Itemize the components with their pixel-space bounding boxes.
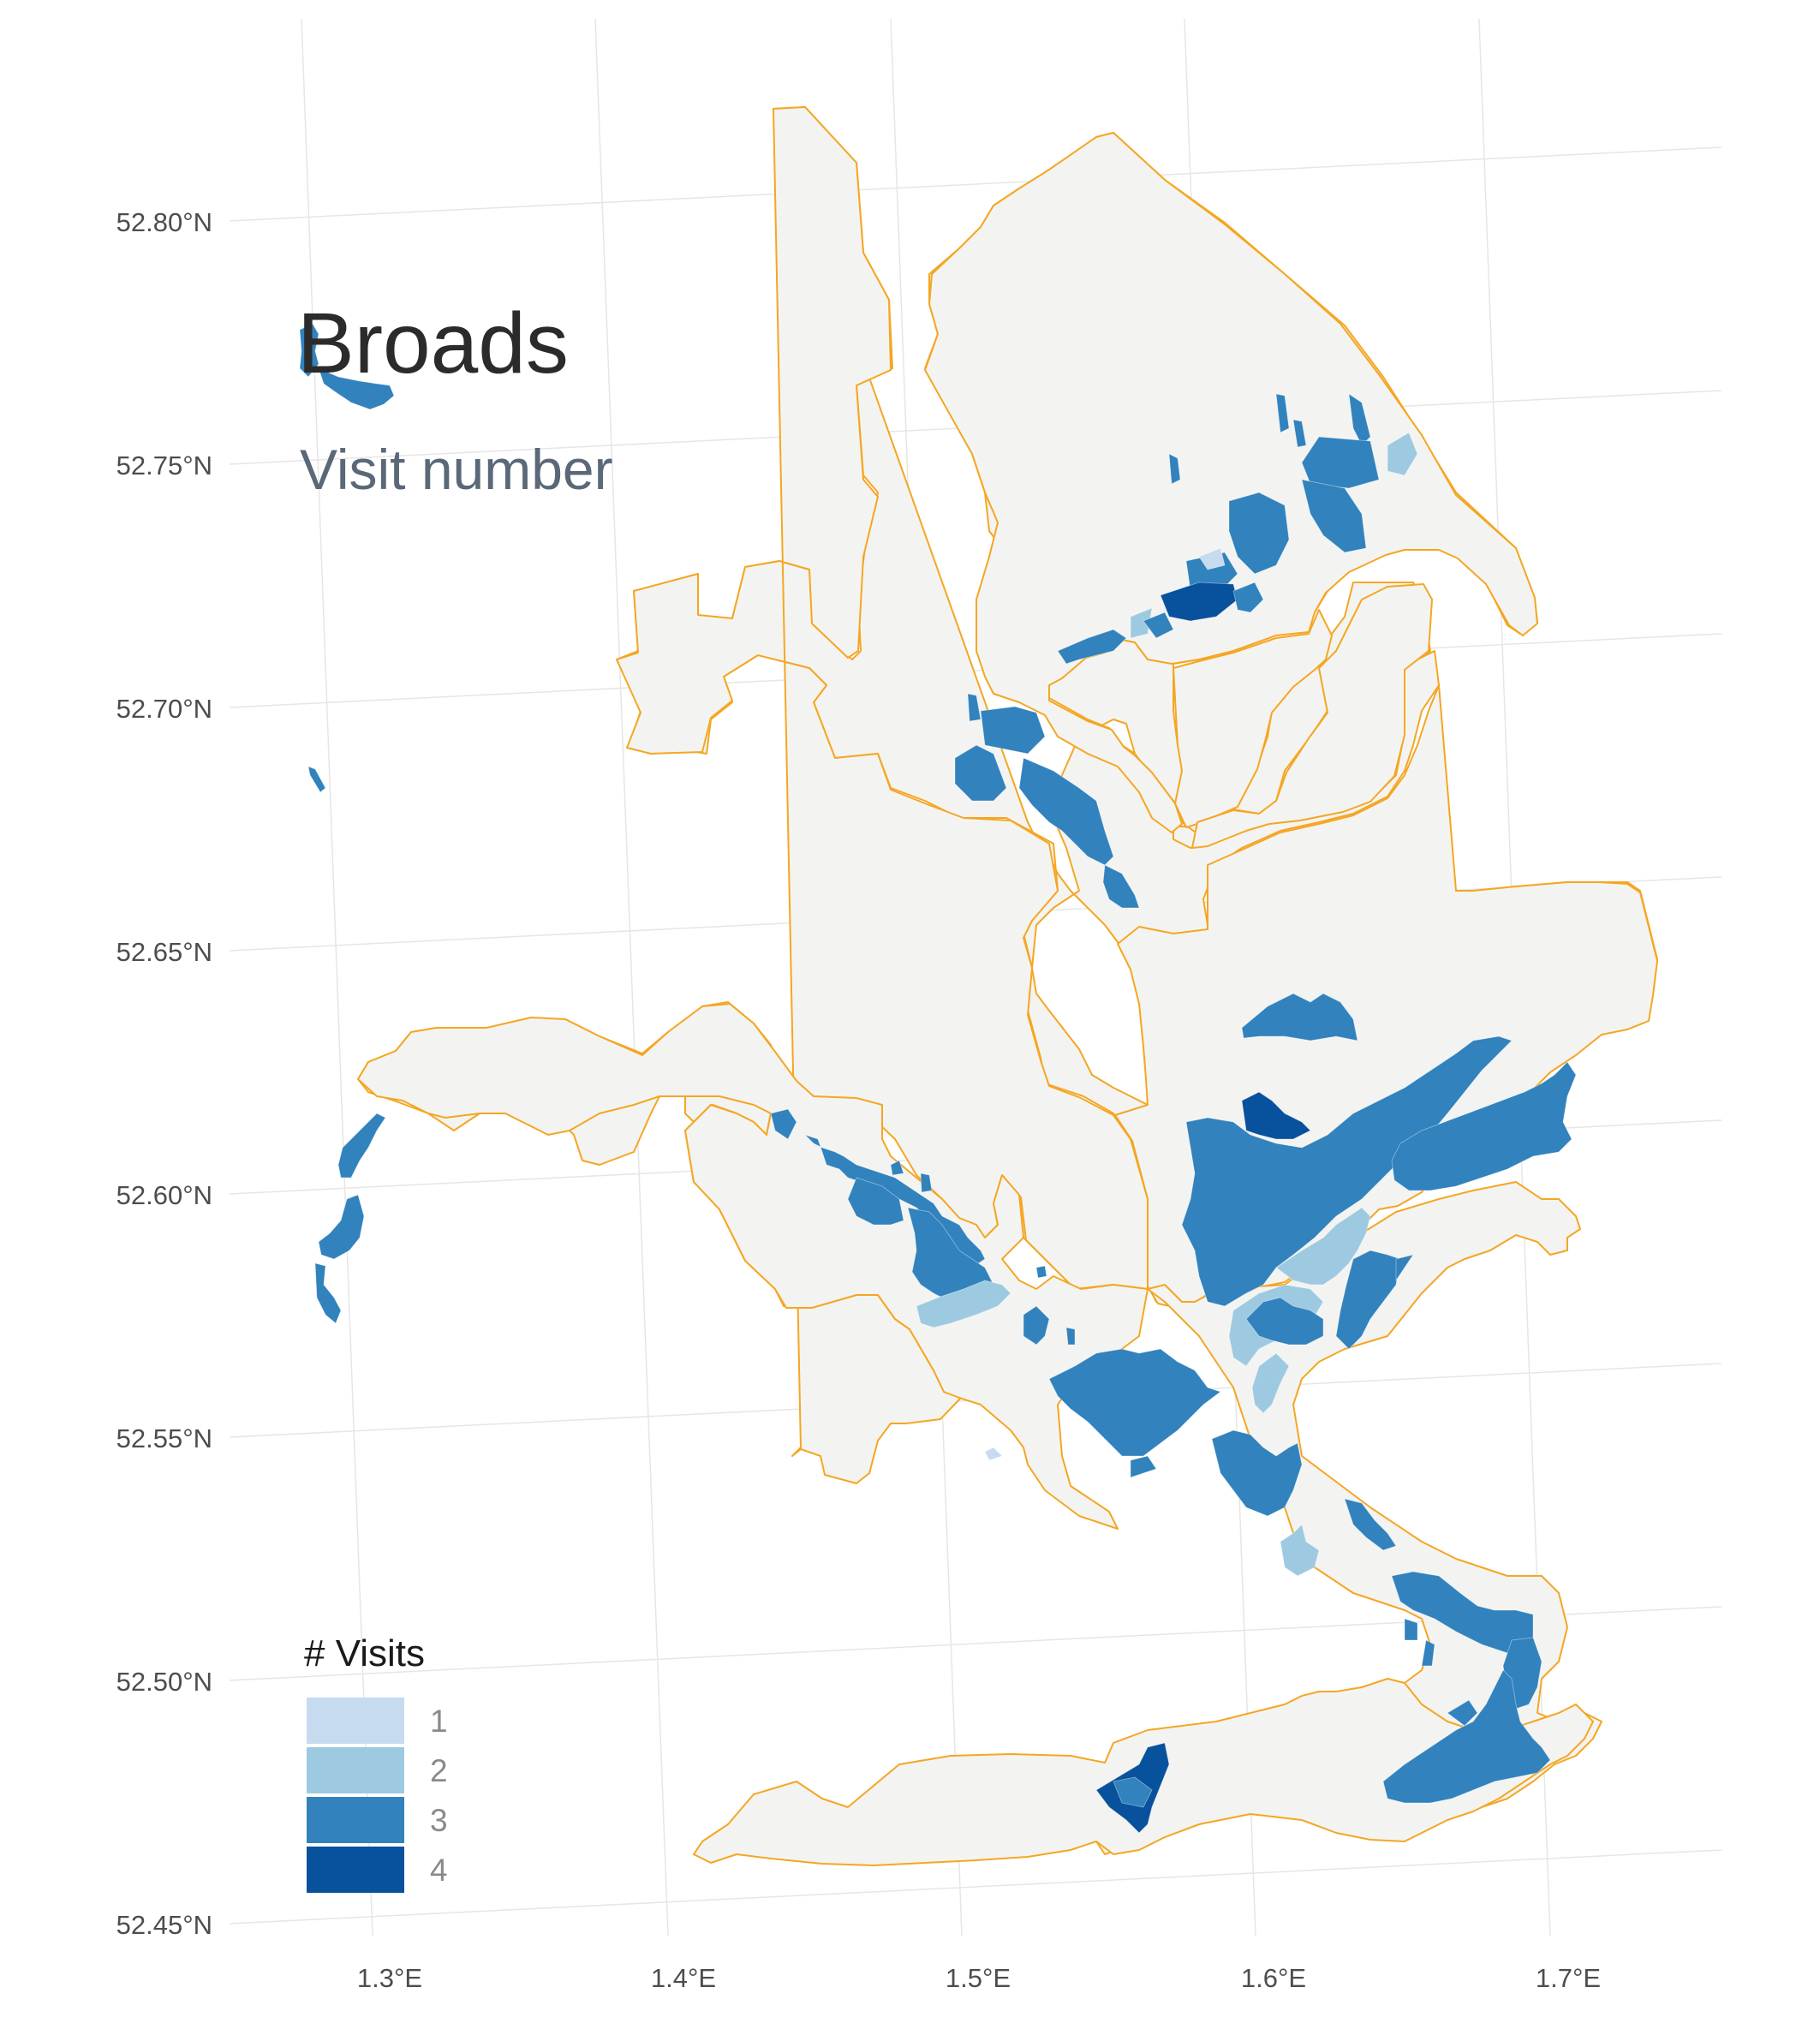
- parcel-visits-3: [1018, 757, 1114, 866]
- parcel-visits-4: [1160, 582, 1238, 622]
- east-lobe: [1173, 609, 1333, 828]
- parcel-visits-3: [954, 744, 1007, 802]
- parcel-visits-3: [1404, 1618, 1418, 1641]
- parcel-visits-3: [1211, 1429, 1303, 1517]
- parcel-visits-3: [1275, 393, 1290, 433]
- x-tick-label: 1.7°E: [1536, 1963, 1601, 1993]
- parcel-visits-3: [318, 367, 395, 410]
- parcel-visits-2: [1387, 432, 1418, 476]
- parcel-visits-3: [307, 766, 326, 793]
- parcel-visits-3: [980, 706, 1046, 755]
- legend-swatch-1: [307, 1698, 404, 1744]
- parcel-visits-3: [770, 1108, 797, 1140]
- parcel-visits-3: [337, 1113, 386, 1179]
- y-tick-label: 52.55°N: [116, 1423, 212, 1453]
- map-title: Broads: [297, 295, 569, 391]
- parcel-visits-3: [1391, 1061, 1577, 1191]
- parcel-visits-3: [1228, 492, 1290, 575]
- legend-label-3: 3: [430, 1803, 448, 1838]
- parcel-visits-3: [1048, 1348, 1221, 1457]
- parcel-visits-3: [1102, 864, 1140, 909]
- parcel-visits-3: [967, 693, 982, 722]
- map-subtitle: Visit number: [300, 438, 613, 501]
- parcel-visits-3: [314, 1262, 342, 1324]
- parallel-52-80: [229, 146, 1722, 222]
- parcel-visits-3: [1168, 453, 1181, 485]
- parcel-visits-3: [1241, 993, 1358, 1041]
- parcel-visits-3: [1130, 1455, 1157, 1478]
- parcel-visits-3: [1113, 1776, 1153, 1808]
- legend-label-4: 4: [430, 1853, 448, 1888]
- parcel-visits-2: [916, 1280, 1011, 1328]
- parcel-visits-3: [1065, 1327, 1076, 1346]
- parcel-visits-3: [1057, 629, 1127, 665]
- y-tick-label: 52.50°N: [116, 1667, 212, 1697]
- parcel-visits-1: [1198, 547, 1226, 570]
- legend-label-2: 2: [430, 1753, 448, 1788]
- legend-label-1: 1: [430, 1704, 448, 1739]
- x-tick-label: 1.3°E: [357, 1963, 422, 1993]
- parcel-visits-3: [1232, 582, 1264, 613]
- parcel-visits-3: [1344, 1498, 1397, 1551]
- y-tick-label: 52.80°N: [116, 207, 212, 237]
- parcel-visits-3: [1292, 419, 1307, 448]
- west-river-lobe: [357, 1003, 1149, 1530]
- visit-parcels: [299, 323, 1577, 1834]
- legend: # Visits 1 2 3 4: [304, 1632, 448, 1893]
- meridian-1-4: [594, 18, 669, 1936]
- legend-swatch-2: [307, 1747, 404, 1793]
- parcel-visits-3: [1143, 612, 1174, 639]
- parcel-visits-3: [1023, 1305, 1050, 1346]
- parcel-visits-3: [1245, 1297, 1324, 1346]
- parcel-visits-3: [1035, 1265, 1047, 1279]
- x-tick-label: 1.5°E: [946, 1963, 1011, 1993]
- y-tick-label: 52.75°N: [116, 451, 212, 480]
- parcel-visits-4: [1241, 1091, 1311, 1140]
- legend-swatch-4: [307, 1847, 404, 1893]
- parallel-52-45: [229, 1849, 1722, 1925]
- parcel-visits-3: [1391, 1571, 1534, 1654]
- parcel-visits-3: [1395, 1254, 1414, 1282]
- parcel-visits-3: [1335, 1250, 1401, 1350]
- parcel-visits-3: [1447, 1699, 1478, 1727]
- parcel-visits-3: [1421, 1639, 1435, 1667]
- parcel-visits-2: [1130, 607, 1153, 639]
- parcel-visits-2: [1251, 1352, 1290, 1414]
- parcel-visits-2: [1275, 1207, 1371, 1286]
- parcel-visits-3: [890, 1160, 904, 1176]
- parcel-visits-3: [1301, 479, 1367, 553]
- parcel-visits-3: [1301, 436, 1380, 489]
- y-tick-label: 52.60°N: [116, 1180, 212, 1210]
- south-central-lobe: [1095, 1181, 1602, 1855]
- y-tick-label: 52.45°N: [116, 1910, 212, 1940]
- y-axis: 52.80°N 52.75°N 52.70°N 52.65°N 52.60°N …: [116, 207, 212, 1940]
- parcel-visits-3: [1382, 1669, 1551, 1804]
- legend-title: # Visits: [304, 1632, 425, 1674]
- parcel-visits-2: [1280, 1524, 1320, 1577]
- x-tick-label: 1.6°E: [1241, 1963, 1306, 1993]
- east-arm-lobe: [1191, 583, 1433, 849]
- x-axis: 1.3°E 1.4°E 1.5°E 1.6°E 1.7°E: [357, 1963, 1601, 1993]
- legend-swatch-3: [307, 1797, 404, 1843]
- parcel-visits-3: [299, 323, 319, 378]
- parcel-visits-3: [920, 1173, 933, 1193]
- parallel-52-70: [229, 633, 1722, 708]
- y-tick-label: 52.65°N: [116, 937, 212, 967]
- x-tick-label: 1.4°E: [651, 1963, 716, 1993]
- parcel-visits-3: [318, 1194, 365, 1260]
- y-tick-label: 52.70°N: [116, 694, 212, 724]
- parcel-visits-1: [984, 1447, 1003, 1461]
- parcel-visits-3: [847, 1177, 904, 1226]
